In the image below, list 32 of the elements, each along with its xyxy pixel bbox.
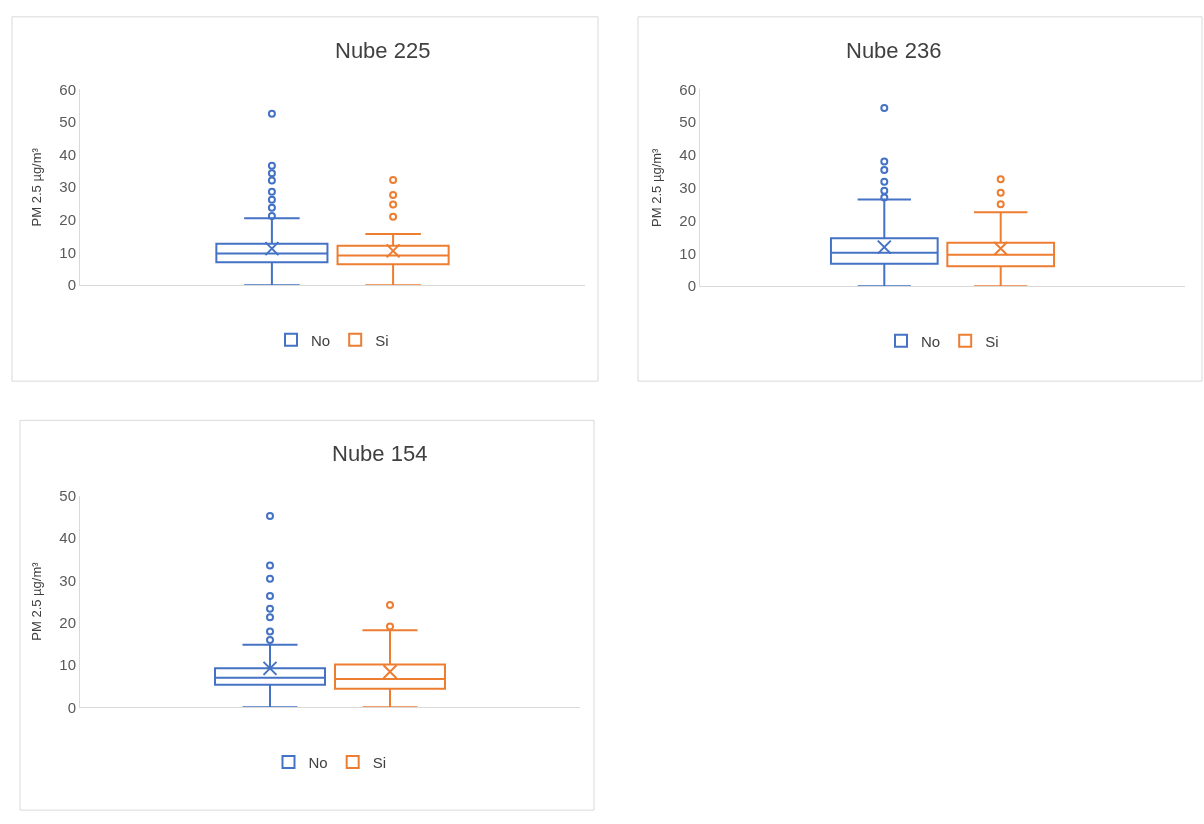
legend-label: No: [311, 331, 331, 349]
y-tick-label: 40: [679, 146, 696, 164]
y-tick-label: 0: [67, 276, 76, 294]
legend-label: Si: [375, 331, 389, 349]
y-tick-label: 60: [679, 80, 696, 98]
legend-label: Si: [372, 753, 387, 771]
legend-label: No: [308, 753, 328, 771]
y-tick-label: 40: [59, 145, 76, 163]
legend-label: Si: [985, 332, 999, 350]
y-tick-label: 0: [67, 698, 76, 716]
y-tick-label: 50: [59, 487, 76, 504]
y-tick-label: 60: [59, 80, 76, 98]
y-axis-title: PM 2.5 µg/m³: [29, 147, 45, 227]
y-tick-label: 30: [59, 571, 76, 589]
y-tick-label: 10: [59, 243, 76, 261]
y-tick-label: 20: [679, 211, 696, 229]
y-tick-label: 50: [679, 113, 696, 131]
y-tick-label: 20: [59, 613, 76, 631]
legend-label: No: [921, 332, 941, 350]
y-tick-label: 50: [59, 113, 76, 131]
y-axis-title: PM 2.5 µg/m³: [649, 147, 665, 227]
y-tick-label: 0: [687, 277, 696, 295]
y-tick-label: 30: [679, 178, 696, 196]
y-tick-label: 10: [679, 244, 696, 262]
y-tick-label: 40: [59, 529, 76, 547]
chart-title: Nube 236: [846, 38, 942, 63]
y-tick-label: 30: [59, 178, 76, 196]
y-axis-title: PM 2.5 µg/m³: [29, 561, 45, 641]
chart-title: Nube 225: [335, 38, 431, 63]
y-tick-label: 10: [59, 656, 76, 674]
y-tick-label: 20: [59, 211, 76, 229]
chart-title: Nube 154: [332, 441, 428, 466]
